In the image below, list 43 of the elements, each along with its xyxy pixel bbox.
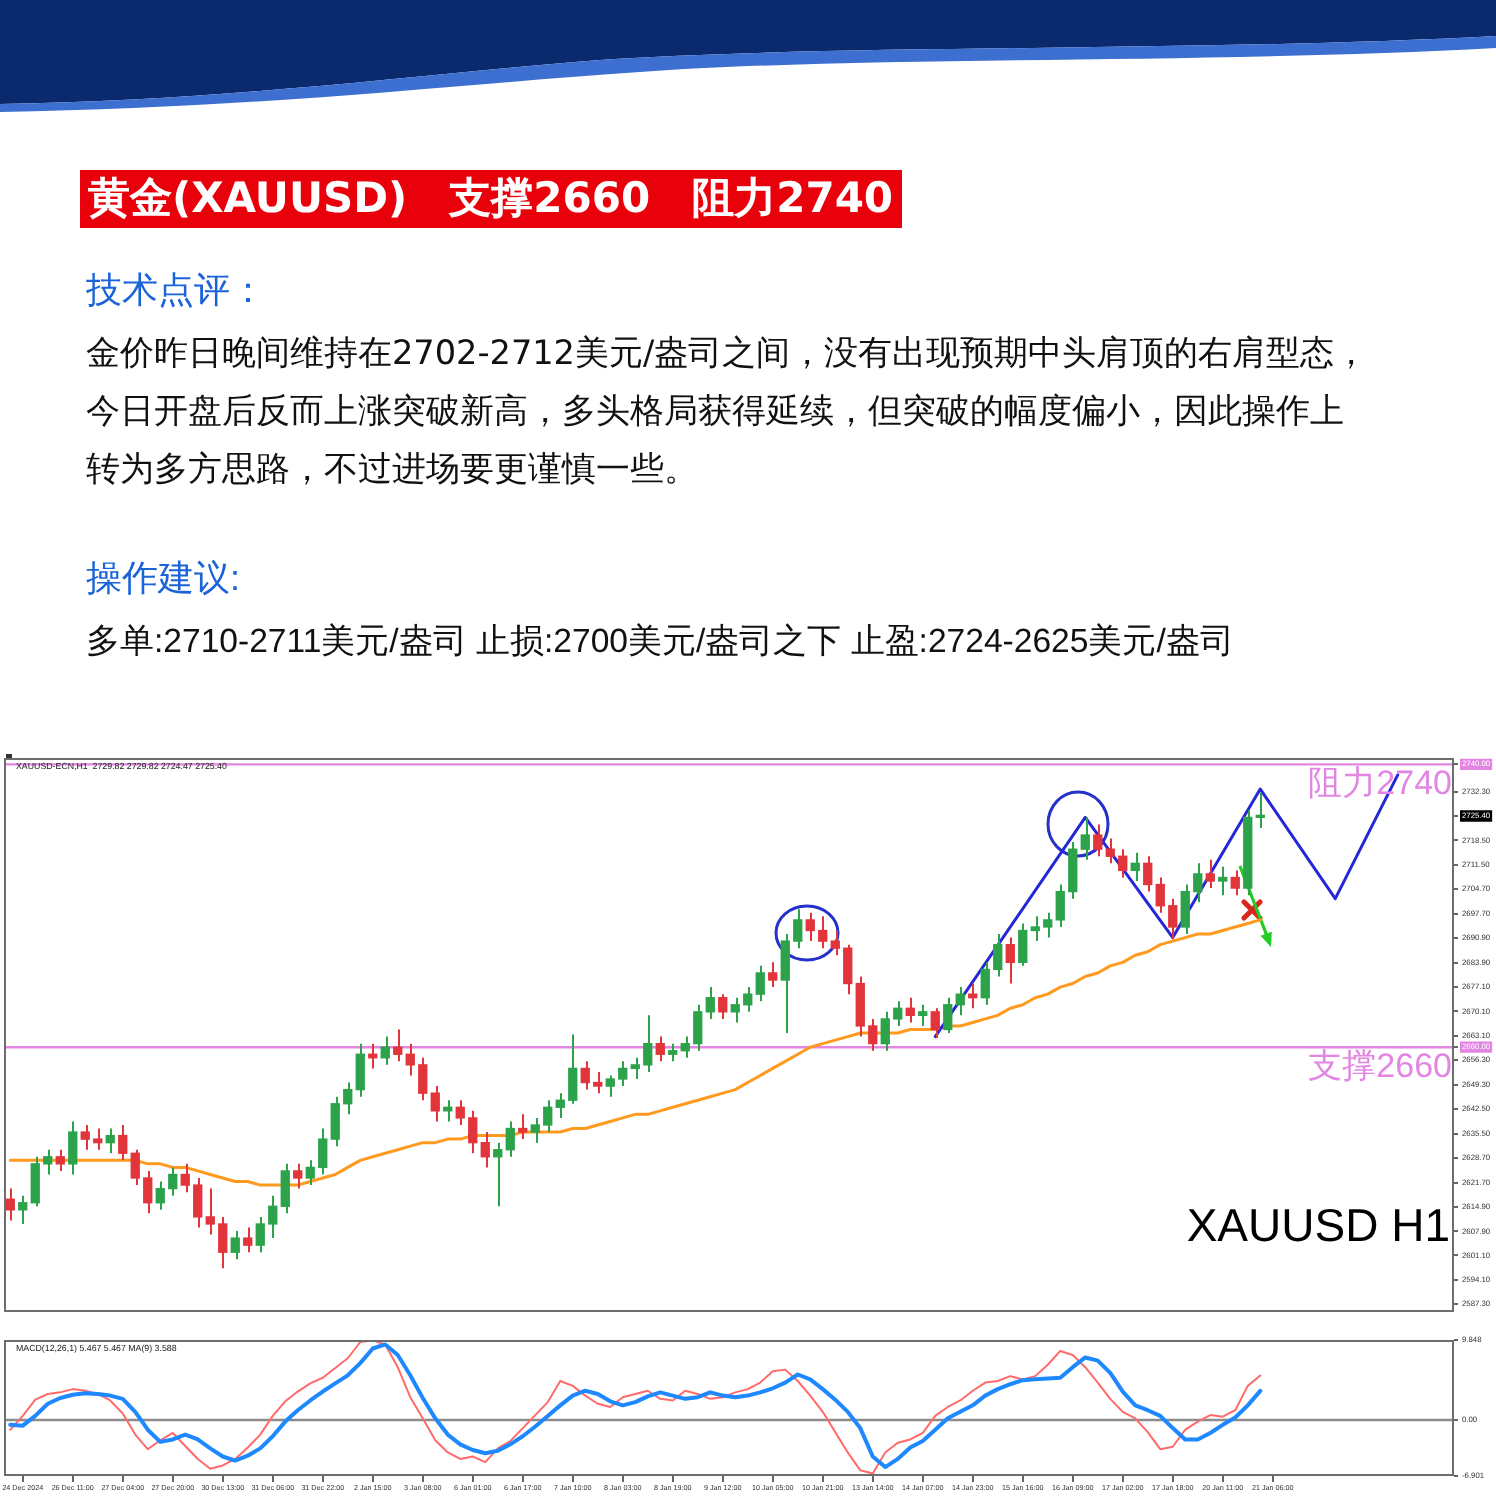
candlestick (918, 1003, 928, 1027)
candlestick (480, 1131, 490, 1169)
candlestick (1018, 922, 1028, 967)
ref-line-label: 支撑2660 (1308, 1046, 1452, 1085)
candlestick (355, 1042, 365, 1098)
candlestick (943, 996, 953, 1035)
candlestick (1093, 823, 1103, 858)
candlestick (755, 964, 765, 1003)
candlestick (55, 1148, 65, 1172)
candlestick (393, 1028, 403, 1063)
text: 技术点评： (86, 268, 268, 314)
candlestick (930, 1007, 940, 1039)
text: 黄金(XAUUSD) 支撑2660 阻力2740 (80, 170, 902, 228)
candlestick (1230, 869, 1240, 897)
candlestick (293, 1162, 303, 1190)
candlestick (68, 1120, 78, 1176)
candlestick (1130, 851, 1140, 883)
candlestick (105, 1127, 115, 1155)
candlestick (768, 961, 778, 989)
candlestick (230, 1230, 240, 1261)
candlestick (718, 993, 728, 1020)
candlestick (655, 1035, 665, 1063)
candlestick (1005, 936, 1015, 985)
candlestick (280, 1162, 290, 1215)
candlestick (518, 1113, 528, 1141)
candlestick (118, 1123, 128, 1162)
candlestick (18, 1194, 28, 1225)
candlestick (1080, 816, 1090, 861)
text: 多单:2710-2711美元/盎司 止损:2700美元/盎司之下 止盈:2724-2625美元/盎司 (86, 620, 1236, 664)
candlestick (243, 1226, 253, 1254)
candlestick (955, 986, 965, 1017)
text: 操作建议: (86, 556, 243, 602)
candlestick (968, 982, 978, 1010)
candlestick (1205, 858, 1215, 890)
candlestick (430, 1085, 440, 1123)
candlestick (505, 1120, 515, 1158)
candlestick (1218, 865, 1228, 897)
annotation: XAUUSD H1 (1186, 1198, 1450, 1251)
candlestick (705, 986, 715, 1020)
candlestick (493, 1141, 503, 1208)
text: 金价昨日晚间维持在2702-2712美元/盎司之间，没有出现预期中头肩顶的右肩型态，今日开盘后反而上涨突破新高，多头格局获得延续，但突破的幅度偏小，因此操作上转为多方思路，不过进场要更谨慎一些。 (86, 330, 1371, 492)
candlestick (1143, 855, 1153, 893)
candlestick (905, 996, 915, 1024)
